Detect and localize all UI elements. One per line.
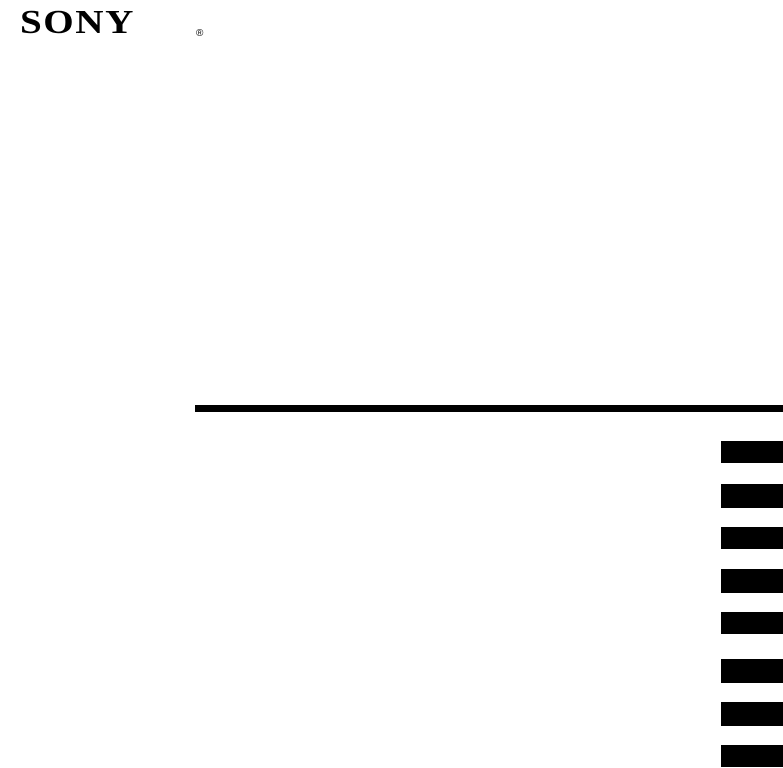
brand-logo: SONY bbox=[20, 6, 135, 40]
section-tab-2 bbox=[721, 484, 783, 508]
section-tab-1 bbox=[721, 441, 783, 463]
section-tab-6 bbox=[721, 659, 783, 683]
section-tab-4 bbox=[721, 569, 783, 593]
registered-trademark-icon: ® bbox=[196, 28, 203, 39]
section-tab-5 bbox=[721, 612, 783, 634]
section-tab-8 bbox=[721, 745, 783, 767]
document-page: { "logo": { "text": "SONY", "registered_… bbox=[0, 0, 783, 768]
section-tab-7 bbox=[721, 702, 783, 726]
horizontal-divider bbox=[195, 405, 783, 412]
section-tab-3 bbox=[721, 527, 783, 549]
